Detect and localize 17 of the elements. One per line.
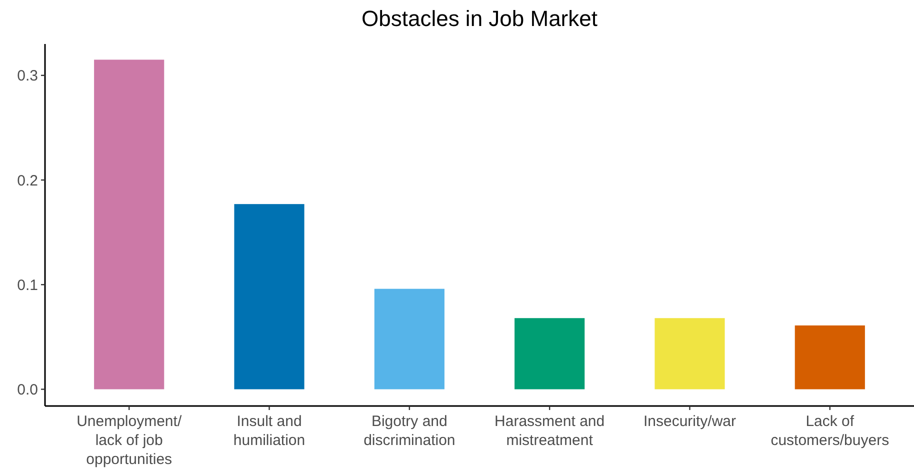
- y-tick-label: 0.0: [17, 382, 38, 399]
- y-tick-label: 0.1: [17, 276, 38, 294]
- x-tick-label: Insecurity/war: [643, 413, 736, 430]
- chart-title: Obstacles in Job Market: [362, 6, 598, 31]
- bar: [794, 325, 865, 390]
- bar: [94, 60, 164, 390]
- x-tick-label: Unemployment/ lack of job opportunities: [76, 413, 182, 468]
- bar: [234, 204, 304, 390]
- bar: [374, 288, 444, 390]
- x-tick-label: Insult and humiliation: [233, 413, 306, 449]
- bar: [654, 318, 725, 390]
- x-tick-label: Harassment and mistreatment: [494, 413, 605, 449]
- y-tick-label: 0.3: [17, 68, 38, 85]
- bar: [514, 318, 585, 390]
- y-tick-label: 0.2: [17, 172, 38, 190]
- x-tick-label: Lack of customers/buyers: [770, 413, 890, 449]
- x-tick-label: Bigotry and discrimination: [364, 413, 456, 449]
